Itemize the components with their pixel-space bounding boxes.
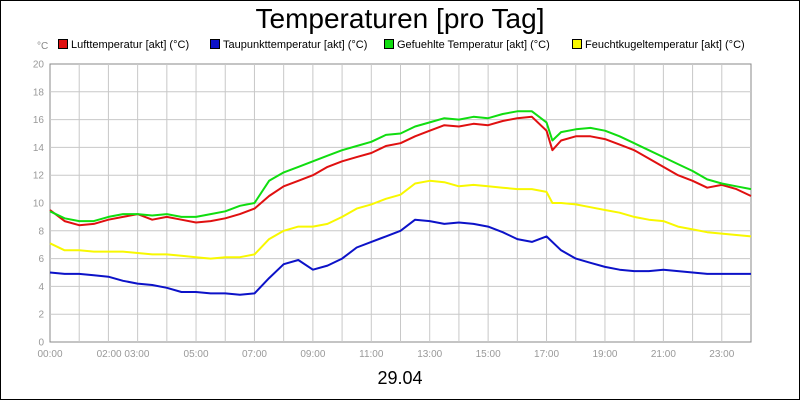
x-tick-label: 05:00 [184,349,209,360]
legend-label-lufttemperatur: Lufttemperatur [akt] (°C) [71,39,190,51]
legend-swatch-lufttemperatur [58,39,68,49]
series-line-2 [49,110,752,223]
y-tick-label: 6 [38,254,44,265]
legend-swatch-gefuehlte-temperatur [384,39,394,49]
legend-label-gefuehlte-temperatur: Gefuehlte Temperatur [akt] (°C) [397,39,550,51]
x-tick-label: 15:00 [476,349,501,360]
legend-swatch-feuchtkugeltemperatur [572,39,582,49]
y-tick-label: 14 [33,143,45,154]
x-tick-label: 09:00 [300,349,325,360]
series-line-1 [49,218,751,296]
y-tick-label: 0 [38,338,44,349]
x-tick-label: 13:00 [417,349,442,360]
x-tick-label: 19:00 [592,349,617,360]
y-tick-label: 4 [38,282,44,293]
y-tick-label: 16 [33,115,45,126]
y-tick-label: 18 [33,87,45,98]
x-tick-label: 17:00 [534,349,559,360]
x-tick-label: 21:00 [651,349,676,360]
y-tick-label: 2 [38,310,44,321]
legend-item-lufttemperatur: Lufttemperatur [akt] (°C) [58,38,189,52]
y-tick-label: 12 [33,171,45,182]
y-tick-label: 20 [33,60,45,71]
x-tick-label: 07:00 [242,349,267,360]
x-tick-label: 11:00 [359,349,384,360]
x-tick-label: 00:00 [37,349,62,360]
date-label: 29.04 [377,368,423,388]
series-line-0 [49,115,752,227]
legend-item-gefuehlte-temperatur: Gefuehlte Temperatur [akt] (°C) [384,38,550,52]
chart-title: Temperaturen [pro Tag] [255,3,545,34]
series-line-3 [49,179,752,260]
legend-label-feuchtkugeltemperatur: Feuchtkugeltemperatur [akt] (°C) [585,39,745,51]
legend-label-taupunkttemperatur: Taupunkttemperatur [akt] (°C) [223,39,368,51]
legend-swatch-taupunkttemperatur [210,39,220,49]
x-tick-label: 23:00 [709,349,734,360]
y-axis-unit: °C [37,41,49,52]
x-tick-label: 02:00 03:00 [97,349,150,360]
y-tick-label: 8 [38,226,44,237]
legend-item-feuchtkugeltemperatur: Feuchtkugeltemperatur [akt] (°C) [572,38,745,52]
y-tick-label: 10 [33,199,45,210]
legend-item-taupunkttemperatur: Taupunkttemperatur [akt] (°C) [210,38,367,52]
